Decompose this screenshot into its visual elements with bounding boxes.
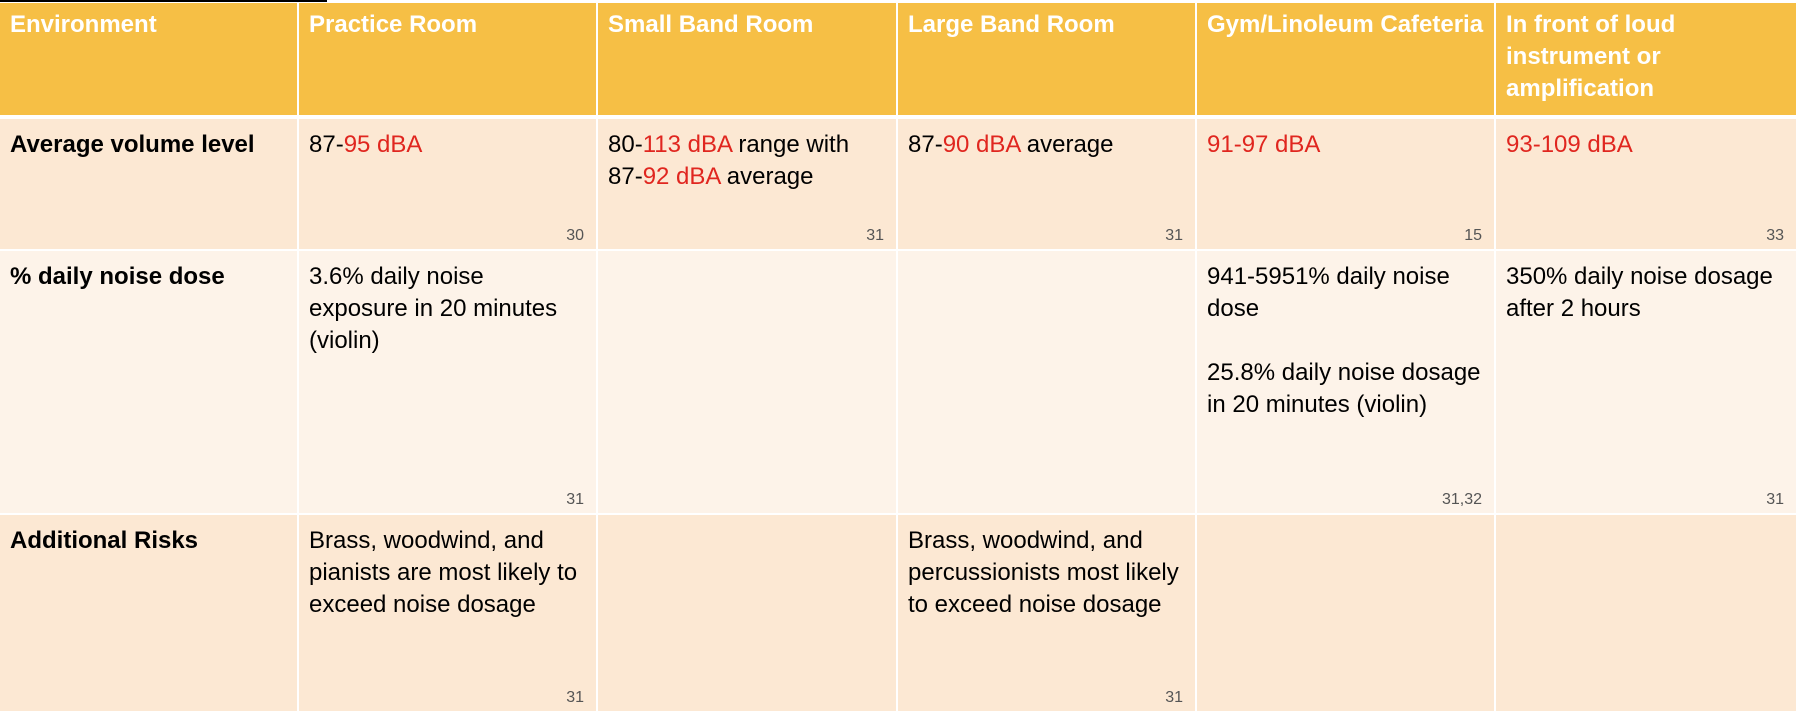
citation-number: 30	[566, 227, 584, 244]
header-small-band-room: Small Band Room	[598, 3, 898, 119]
header-large-band-room: Large Band Room	[898, 3, 1197, 119]
cell-volume-front: 93-109 dBA 33	[1496, 119, 1798, 251]
value-text: range with	[731, 131, 850, 158]
cell-dose-small-empty	[598, 251, 898, 515]
citation-number: 31	[566, 491, 584, 508]
cell-dose-practice: 3.6% daily noise exposure in 20 minutes …	[299, 251, 598, 515]
paragraph-gap	[1207, 325, 1484, 357]
cell-dose-gym: 941-5951% daily noise dose 25.8% daily n…	[1197, 251, 1496, 515]
value-text: 3.6% daily noise exposure in 20 minutes …	[309, 263, 558, 354]
citation-number: 31	[866, 227, 884, 244]
cell-risks-front-empty	[1496, 515, 1798, 713]
cell-volume-small: 80-113 dBA range with 87-92 dBA average …	[598, 119, 898, 251]
header-environment: Environment	[0, 3, 299, 119]
table-row-risks: Additional Risks Brass, woodwind, and pi…	[0, 515, 1798, 713]
value-highlight: 90 dBA	[942, 131, 1021, 158]
cell-risks-large: Brass, woodwind, and percussionists most…	[898, 515, 1197, 713]
top-rule-divider	[0, 0, 327, 2]
row-label-volume: Average volume level	[0, 119, 299, 251]
header-loud-instrument: In front of loud instrument or amplifica…	[1496, 3, 1798, 119]
row-label-dose: % daily noise dose	[0, 251, 299, 515]
citation-number: 31	[1165, 689, 1183, 706]
value-text: average	[720, 163, 814, 190]
header-practice-room: Practice Room	[299, 3, 598, 119]
cell-volume-large: 87-90 dBA average 31	[898, 119, 1197, 251]
value-highlight: 93-109 dBA	[1506, 131, 1633, 158]
cell-risks-small-empty	[598, 515, 898, 713]
cell-risks-practice: Brass, woodwind, and pianists are most l…	[299, 515, 598, 713]
row-label-risks: Additional Risks	[0, 515, 299, 713]
cell-dose-front: 350% daily noise dosage after 2 hours 31	[1496, 251, 1798, 515]
cell-volume-gym: 91-97 dBA 15	[1197, 119, 1496, 251]
value-text: 941-5951% daily noise dose	[1207, 263, 1450, 322]
citation-number: 31,32	[1441, 491, 1482, 508]
citation-number: 31	[1165, 227, 1183, 244]
value-text: 87-	[608, 163, 643, 190]
citation-number: 31	[1766, 491, 1784, 508]
value-text: 25.8% daily noise dosage in 20 minutes (…	[1207, 359, 1481, 418]
value-text: 87-	[908, 131, 943, 158]
value-highlight: 95 dBA	[343, 131, 423, 158]
cell-risks-gym-empty	[1197, 515, 1496, 713]
citation-number: 33	[1766, 227, 1784, 244]
noise-environment-table: Environment Practice Room Small Band Roo…	[0, 3, 1798, 713]
value-text: 80-	[608, 131, 643, 158]
value-text: Brass, woodwind, and percussionists most…	[908, 527, 1179, 618]
citation-number: 15	[1464, 227, 1482, 244]
cell-volume-practice: 87-95 dBA 30	[299, 119, 598, 251]
value-text: 87-	[309, 131, 344, 158]
value-text: average	[1020, 131, 1114, 158]
citation-number: 31	[566, 689, 584, 706]
value-highlight: 91-97 dBA	[1207, 131, 1321, 158]
header-gym-cafeteria: Gym/Linoleum Cafeteria	[1197, 3, 1496, 119]
value-text: 350% daily noise dosage after 2 hours	[1506, 263, 1773, 322]
value-highlight: 92 dBA	[642, 163, 721, 190]
header-row: Environment Practice Room Small Band Roo…	[0, 3, 1798, 119]
value-highlight: 113 dBA	[642, 131, 732, 158]
table-row-volume: Average volume level 87-95 dBA 30 80-113…	[0, 119, 1798, 251]
value-text: Brass, woodwind, and pianists are most l…	[309, 527, 578, 618]
table-row-dose: % daily noise dose 3.6% daily noise expo…	[0, 251, 1798, 515]
cell-dose-large-empty	[898, 251, 1197, 515]
